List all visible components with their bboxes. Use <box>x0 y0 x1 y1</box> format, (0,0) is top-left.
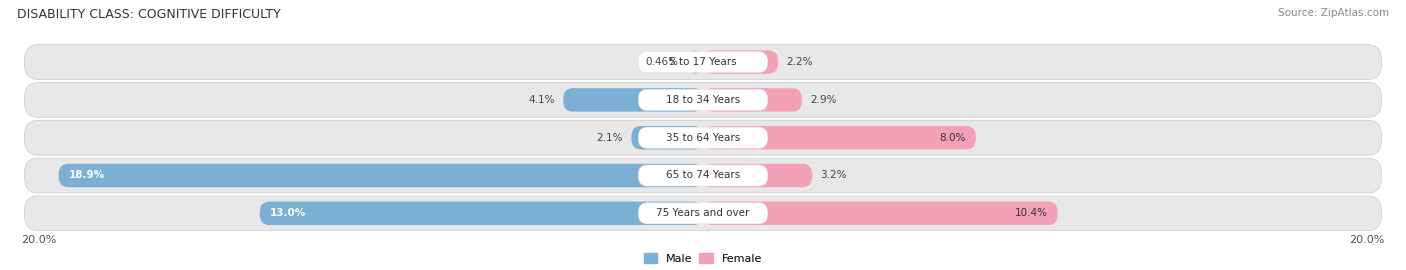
FancyBboxPatch shape <box>703 164 813 187</box>
FancyBboxPatch shape <box>631 126 703 149</box>
Text: 20.0%: 20.0% <box>1350 235 1385 245</box>
Text: 10.4%: 10.4% <box>1014 208 1047 218</box>
Text: 20.0%: 20.0% <box>21 235 56 245</box>
Text: 35 to 64 Years: 35 to 64 Years <box>666 133 740 143</box>
Text: DISABILITY CLASS: COGNITIVE DIFFICULTY: DISABILITY CLASS: COGNITIVE DIFFICULTY <box>17 8 281 21</box>
Text: 8.0%: 8.0% <box>939 133 966 143</box>
FancyBboxPatch shape <box>24 83 1382 117</box>
FancyBboxPatch shape <box>24 45 1382 79</box>
Legend: Male, Female: Male, Female <box>640 249 766 268</box>
FancyBboxPatch shape <box>638 89 768 110</box>
FancyBboxPatch shape <box>260 202 703 225</box>
Text: 3.2%: 3.2% <box>821 170 848 181</box>
FancyBboxPatch shape <box>24 196 1382 231</box>
Text: 5 to 17 Years: 5 to 17 Years <box>669 57 737 67</box>
Text: 4.1%: 4.1% <box>529 95 555 105</box>
Text: 2.1%: 2.1% <box>596 133 623 143</box>
FancyBboxPatch shape <box>703 50 778 74</box>
FancyBboxPatch shape <box>688 50 703 74</box>
Text: Source: ZipAtlas.com: Source: ZipAtlas.com <box>1278 8 1389 18</box>
Text: 2.9%: 2.9% <box>810 95 837 105</box>
FancyBboxPatch shape <box>564 88 703 112</box>
FancyBboxPatch shape <box>24 158 1382 193</box>
FancyBboxPatch shape <box>638 203 768 224</box>
FancyBboxPatch shape <box>638 127 768 148</box>
FancyBboxPatch shape <box>703 202 1057 225</box>
Text: 0.46%: 0.46% <box>645 57 679 67</box>
FancyBboxPatch shape <box>703 126 976 149</box>
FancyBboxPatch shape <box>24 120 1382 155</box>
Text: 18 to 34 Years: 18 to 34 Years <box>666 95 740 105</box>
Text: 65 to 74 Years: 65 to 74 Years <box>666 170 740 181</box>
FancyBboxPatch shape <box>703 88 801 112</box>
Text: 2.2%: 2.2% <box>786 57 813 67</box>
Text: 75 Years and over: 75 Years and over <box>657 208 749 218</box>
Text: 18.9%: 18.9% <box>69 170 105 181</box>
FancyBboxPatch shape <box>638 165 768 186</box>
FancyBboxPatch shape <box>638 52 768 73</box>
FancyBboxPatch shape <box>59 164 703 187</box>
Text: 13.0%: 13.0% <box>270 208 307 218</box>
